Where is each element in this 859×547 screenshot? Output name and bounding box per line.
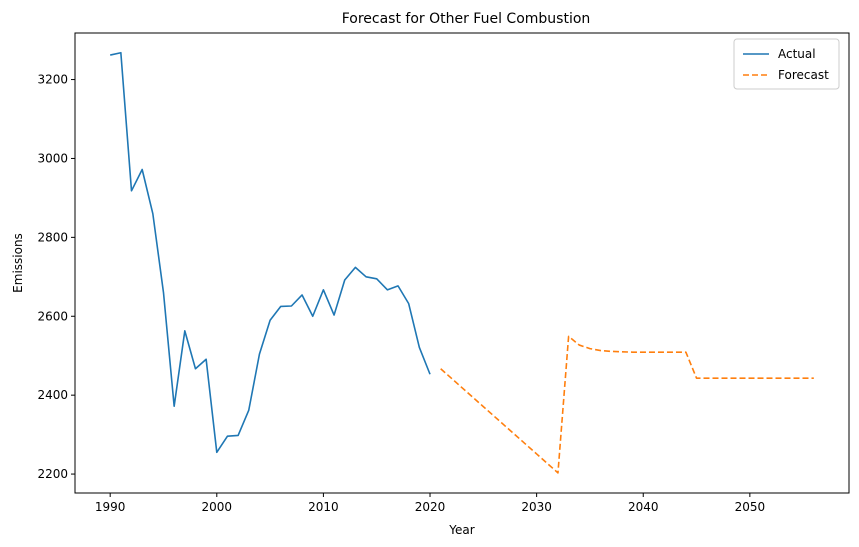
x-tick-label: 1990 xyxy=(95,500,126,514)
y-tick-label: 3000 xyxy=(37,151,68,165)
x-tick-label: 2030 xyxy=(521,500,552,514)
legend-label-forecast: Forecast xyxy=(778,68,829,82)
y-tick-label: 2200 xyxy=(37,467,68,481)
x-tick-label: 2000 xyxy=(202,500,233,514)
x-axis: 1990 2000 2010 2020 2030 2040 2050 xyxy=(95,493,765,514)
series-line-actual xyxy=(110,51,431,454)
y-tick-label: 3200 xyxy=(37,73,68,87)
plot-frame xyxy=(74,32,850,494)
chart-title: Forecast for Other Fuel Combustion xyxy=(342,11,591,27)
plot-area xyxy=(110,51,814,474)
x-tick-label: 2050 xyxy=(735,500,766,514)
y-tick-label: 2800 xyxy=(37,230,68,244)
y-tick-label: 2400 xyxy=(37,388,68,402)
legend: Actual Forecast xyxy=(733,38,840,90)
legend-label-actual: Actual xyxy=(778,47,816,61)
x-axis-label: Year xyxy=(448,523,474,537)
series-line-forecast xyxy=(440,335,814,474)
x-tick-label: 2040 xyxy=(628,500,659,514)
legend-box xyxy=(733,38,840,90)
x-tick-label: 2020 xyxy=(415,500,446,514)
y-axis: 2200 2400 2600 2800 3000 3200 xyxy=(37,73,75,481)
x-tick-label: 2010 xyxy=(308,500,339,514)
y-tick-label: 2600 xyxy=(37,309,68,323)
y-axis-label: Emissions xyxy=(11,233,25,293)
